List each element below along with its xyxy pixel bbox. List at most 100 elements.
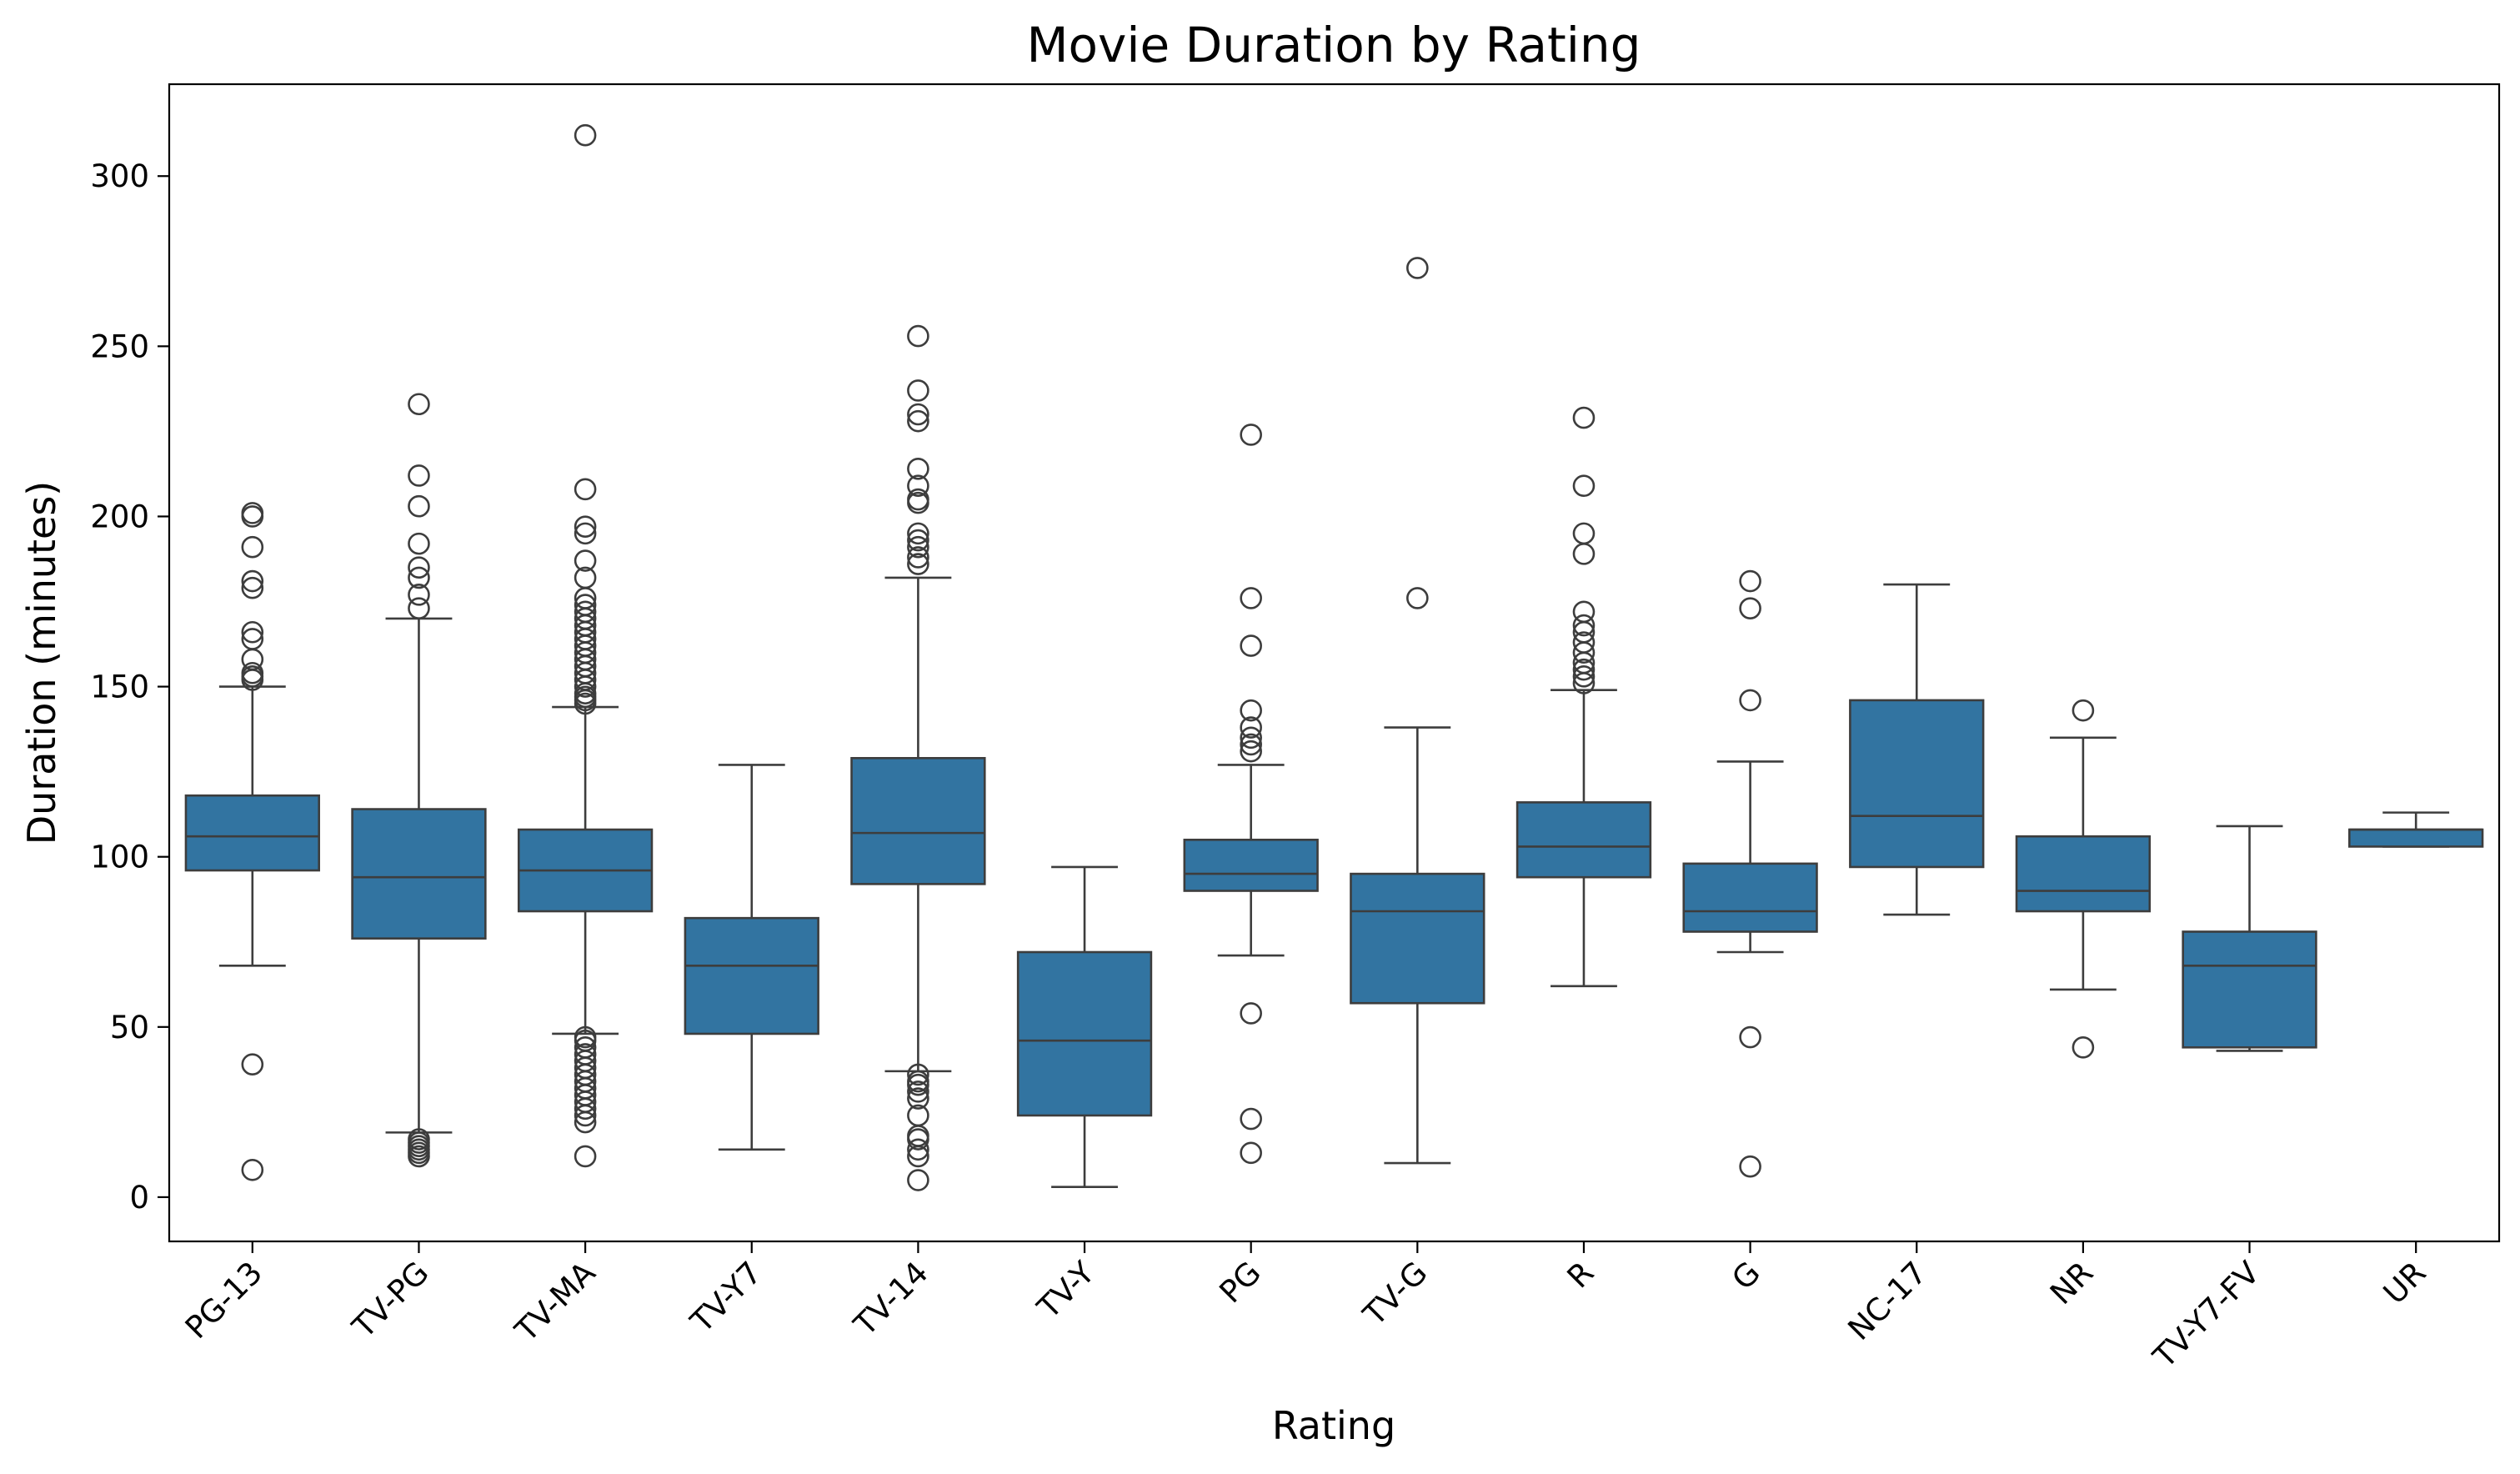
outlier-point — [907, 529, 929, 552]
outlier-point — [574, 566, 597, 589]
outlier-point — [1406, 257, 1429, 279]
x-tick-label: PG-13 — [178, 1255, 269, 1346]
outlier-point — [907, 546, 929, 569]
outlier-point — [1240, 716, 1262, 739]
x-axis-label: Rating — [1272, 1403, 1395, 1448]
x-tick-label: TV-Y7 — [684, 1255, 769, 1340]
outlier-point — [1572, 522, 1596, 545]
iqr-box — [1016, 950, 1153, 1117]
x-tick-label: NC-17 — [1841, 1255, 1934, 1347]
outlier-point — [1240, 1107, 1262, 1131]
x-tick-label: R — [1561, 1255, 1601, 1296]
iqr-box — [684, 916, 819, 1035]
outlier-point — [1240, 1141, 1262, 1165]
x-tick-label: TV-Y7-FV — [2146, 1255, 2267, 1376]
outlier-point — [1240, 634, 1262, 657]
y-axis: 0 50 100 150 200 250 300 — [90, 158, 169, 1216]
outlier-point — [241, 576, 264, 599]
x-tick-label: G — [1725, 1255, 1767, 1297]
outlier-point — [574, 1025, 597, 1049]
outlier-point — [1572, 665, 1596, 688]
box-group — [684, 764, 819, 1151]
outlier-point — [574, 515, 597, 539]
outlier-point — [408, 494, 430, 518]
box-group — [2182, 825, 2317, 1052]
outlier-point — [574, 123, 597, 147]
outlier-point — [408, 464, 430, 487]
box-group — [850, 324, 986, 1191]
outlier-point — [907, 1138, 929, 1161]
chart-title: Movie Duration by Rating — [1026, 17, 1641, 73]
outlier-point — [1240, 733, 1262, 756]
outlier-point — [1240, 424, 1262, 446]
outlier-point — [241, 1158, 264, 1181]
box-group — [1350, 257, 1485, 1165]
outlier-point — [2072, 699, 2095, 722]
outlier-point — [907, 1070, 929, 1093]
outlier-point — [574, 1043, 597, 1065]
outlier-point — [1739, 597, 1761, 619]
outlier-point — [907, 1169, 929, 1191]
outlier-point — [408, 597, 430, 619]
x-tick-label: TV-PG — [345, 1255, 436, 1346]
y-tick-label: 200 — [90, 499, 149, 534]
y-axis-label: Duration (minutes) — [19, 481, 64, 845]
outlier-point — [1240, 587, 1262, 609]
iqr-box — [351, 808, 487, 940]
outlier-point — [408, 556, 430, 579]
outlier-point — [907, 535, 929, 559]
outlier-point — [1240, 1002, 1262, 1025]
plot-frame — [168, 83, 2501, 1243]
y-tick-label: 50 — [110, 1010, 149, 1045]
y-tick-label: 0 — [129, 1180, 149, 1216]
outlier-point — [241, 502, 264, 524]
box-group — [1183, 424, 1319, 1165]
outlier-point — [1572, 614, 1596, 637]
y-tick-label: 250 — [90, 328, 149, 364]
outlier-point — [241, 620, 264, 644]
outlier-point — [907, 488, 929, 511]
box-group — [1849, 583, 1985, 916]
x-tick-label: TV-14 — [847, 1255, 935, 1343]
outlier-point — [574, 478, 597, 501]
box-group — [184, 502, 320, 1181]
outlier-point — [2072, 1036, 2095, 1059]
outlier-point — [408, 566, 430, 589]
outlier-point — [241, 628, 264, 650]
box-group — [2015, 699, 2152, 1059]
outlier-point — [408, 393, 430, 416]
box-group — [517, 123, 654, 1168]
outlier-point — [1572, 600, 1596, 624]
y-tick-label: 150 — [90, 669, 149, 705]
box-group — [1016, 865, 1153, 1188]
outlier-point — [1572, 543, 1596, 565]
outlier-point — [907, 1104, 929, 1127]
outlier-point — [1406, 587, 1429, 609]
outlier-point — [907, 409, 929, 433]
x-tick-label: TV-Y — [1030, 1255, 1102, 1326]
outlier-point — [241, 1053, 264, 1076]
x-tick-label: UR — [2377, 1255, 2433, 1311]
outlier-point — [574, 549, 597, 572]
outlier-point — [1240, 699, 1262, 722]
y-tick-label: 300 — [90, 158, 149, 194]
outlier-point — [907, 1080, 929, 1103]
outlier-point — [1739, 689, 1761, 712]
x-tick-label: TV-G — [1356, 1255, 1435, 1333]
outlier-point — [907, 458, 929, 480]
outlier-point — [1739, 1155, 1761, 1178]
outlier-point — [1572, 406, 1596, 429]
iqr-box — [1682, 862, 1818, 933]
iqr-box — [2348, 828, 2484, 848]
outlier-point — [907, 553, 929, 575]
outlier-point — [574, 1036, 597, 1059]
outlier-point — [907, 474, 929, 498]
outlier-point — [907, 379, 929, 402]
iqr-box — [1849, 699, 1985, 869]
y-tick-label: 100 — [90, 840, 149, 875]
box-group — [2348, 811, 2484, 848]
outlier-point — [1240, 726, 1262, 750]
outlier-point — [1572, 474, 1596, 498]
outlier-point — [907, 324, 929, 348]
